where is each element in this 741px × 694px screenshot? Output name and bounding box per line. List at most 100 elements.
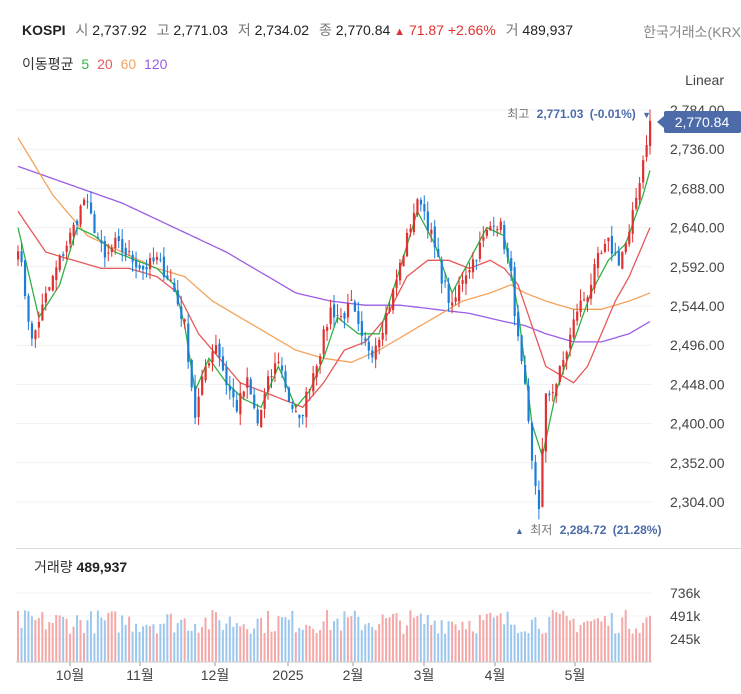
volume-chart[interactable]: 245k 491k 736k 10월 11월 12월 2025 2월 3월 4월 5월: [0, 549, 741, 694]
price-tick-label: 2,400.00: [670, 416, 725, 432]
moving-average-legend[interactable]: 이동평균 5 20 60 120: [22, 54, 167, 74]
candle: [37, 311, 41, 338]
candle: [642, 155, 645, 189]
candle: [305, 387, 308, 428]
candle: [308, 388, 311, 401]
scale-mode-toggle[interactable]: Linear: [685, 72, 724, 88]
candle: [343, 311, 346, 329]
volume-bar: [405, 625, 408, 662]
volume-bar: [239, 626, 242, 662]
candle: [610, 225, 614, 262]
volume-bar: [55, 614, 58, 662]
volume-bar: [506, 611, 509, 662]
volume-bar: [562, 610, 565, 662]
candle: [419, 197, 423, 212]
candle: [55, 260, 58, 291]
candle: [395, 269, 398, 296]
volume-bar: [447, 621, 450, 662]
price-tick-label: 2,688.00: [670, 180, 725, 196]
candle: [461, 272, 464, 292]
candle: [378, 337, 381, 355]
ma20-legend: 20: [97, 56, 113, 72]
candle: [93, 210, 96, 234]
volume-bar: [419, 613, 422, 662]
candle: [506, 242, 509, 264]
volume-bar: [20, 627, 23, 662]
candle: [131, 250, 134, 272]
price-y-axis: 2,304.00 2,352.00 2,400.00 2,448.00 2,496.00…: [670, 102, 725, 510]
price-tick-label: 2,496.00: [670, 337, 725, 353]
candle: [65, 240, 68, 260]
price-chart[interactable]: 2,304.00 2,352.00 2,400.00 2,448.00 2,496.00…: [0, 0, 741, 545]
volume-bar: [586, 620, 589, 662]
high-value: 2,771.03: [173, 22, 228, 38]
candle: [364, 331, 367, 347]
volume-bar: [485, 614, 488, 662]
candle: [583, 291, 586, 302]
volume-bar: [79, 620, 82, 662]
candle: [333, 294, 336, 327]
candle: [263, 388, 266, 419]
volume-bar: [30, 616, 33, 662]
candle: [353, 299, 357, 312]
volume-bar: [287, 619, 290, 662]
volume-bar: [572, 618, 575, 662]
change-arrow: ▲: [394, 26, 406, 38]
volume-bar: [409, 610, 412, 662]
candle: [228, 375, 232, 400]
volume-bar: [499, 613, 502, 662]
x-tick-label: 4월: [485, 667, 506, 683]
volume-bar: [350, 616, 353, 662]
volume-bar: [260, 617, 263, 662]
candle: [17, 245, 20, 266]
candle: [256, 403, 259, 426]
candle: [433, 219, 436, 259]
low-annotation-label: 최저: [530, 523, 552, 537]
candle: [496, 225, 499, 237]
candle: [412, 203, 416, 236]
candle: [530, 421, 534, 470]
volume-y-axis: 245k 491k 736k: [670, 585, 701, 647]
volume-bar: [336, 618, 339, 662]
candle: [478, 231, 482, 263]
volume-bar: [412, 617, 415, 662]
candle: [176, 279, 179, 307]
volume-bar: [169, 613, 172, 662]
volume-bar: [603, 616, 606, 662]
volume-bar: [214, 612, 217, 662]
quote-header: KOSPI 시 2,737.92 고 2,771.03 저 2,734.02 종…: [22, 20, 573, 40]
volume-bar: [589, 621, 592, 662]
volume-bar: [635, 628, 638, 662]
volume-bar: [232, 626, 235, 662]
candle: [48, 286, 51, 292]
low-annotation-arrow: ▲: [515, 526, 524, 536]
volume-bar: [117, 632, 120, 662]
candle: [207, 360, 211, 369]
candle: [589, 273, 593, 305]
candle: [471, 252, 475, 279]
volume-bar: [273, 631, 276, 662]
candle: [221, 347, 225, 372]
candle: [148, 252, 152, 280]
candle: [194, 374, 197, 424]
volume-bar: [218, 620, 221, 662]
volume-bar: [155, 633, 158, 662]
high-annotation-value: 2,771.03: [537, 107, 584, 121]
candle: [621, 251, 624, 270]
candle: [107, 243, 110, 262]
volume-bar: [256, 618, 259, 662]
volume-bar: [398, 620, 401, 662]
volume-bar: [211, 610, 214, 662]
volume-bar: [503, 624, 506, 662]
volume-bar: [628, 628, 631, 662]
candle: [544, 393, 548, 463]
candle: [298, 414, 301, 428]
volume-bar: [388, 617, 391, 662]
volume-bar: [37, 617, 40, 662]
volume-bar: [183, 618, 186, 662]
price-tick-label: 2,352.00: [670, 455, 725, 471]
volume-bar: [440, 620, 443, 662]
volume-tick-label: 736k: [670, 585, 701, 601]
volume-bar: [631, 633, 634, 662]
x-tick-label: 10월: [56, 667, 84, 683]
